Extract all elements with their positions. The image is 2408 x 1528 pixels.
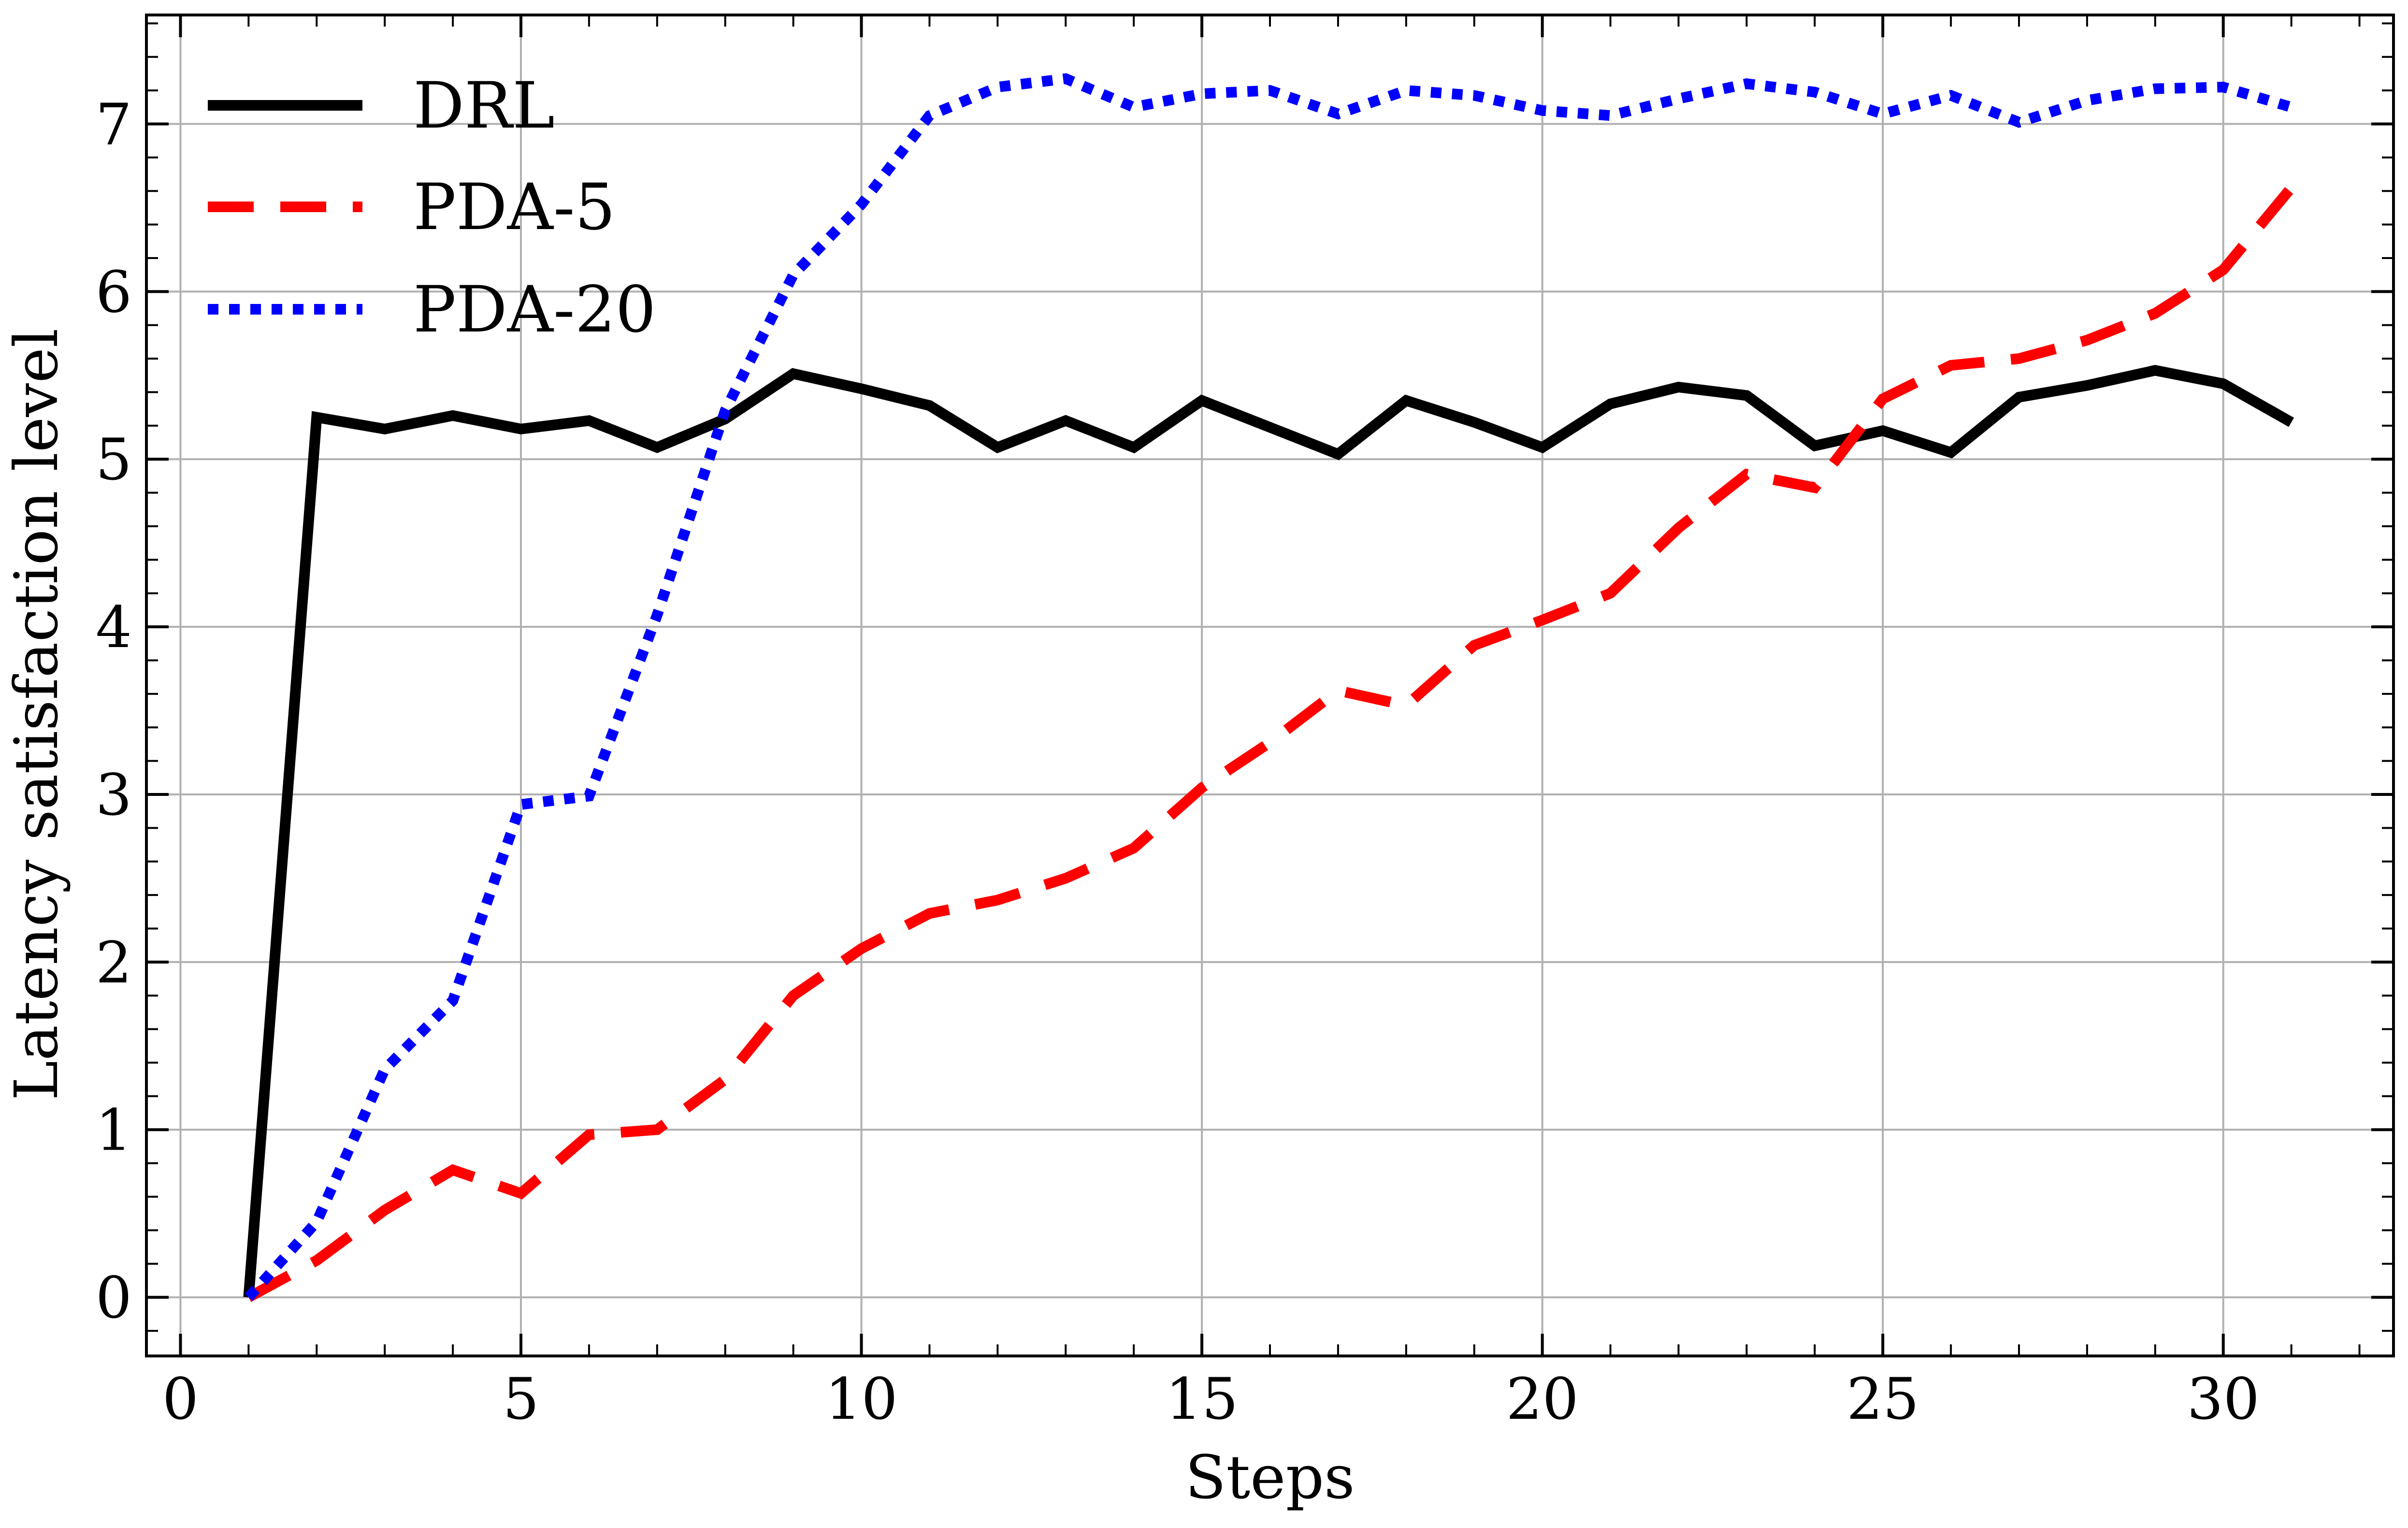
- y-tick-label: 2: [96, 929, 132, 996]
- series-line-pda-20: [245, 73, 2293, 1301]
- major-tick-layer: [146, 15, 2394, 1356]
- legend: DRL PDA-5 PDA-20: [208, 69, 656, 347]
- x-tick-label: 0: [162, 1366, 199, 1432]
- tick-label-layer: 0 5 10 15 20 25 30 0 1 2 3 4 5 6 7: [96, 91, 2260, 1432]
- x-axis-title: Steps: [1185, 1443, 1355, 1513]
- legend-label-drl: DRL: [413, 69, 555, 143]
- minor-tick-layer: [146, 15, 2394, 1356]
- x-tick-label: 10: [825, 1366, 897, 1432]
- y-tick-label: 0: [96, 1265, 132, 1331]
- y-tick-label: 6: [96, 259, 132, 325]
- y-tick-label: 7: [96, 91, 132, 158]
- legend-label-pda-20: PDA-20: [413, 273, 656, 347]
- series-line-pda-5: [246, 184, 2296, 1302]
- y-tick-label: 5: [96, 426, 132, 493]
- x-tick-label: 15: [1166, 1366, 1238, 1432]
- y-tick-label: 1: [96, 1097, 132, 1164]
- y-tick-label: 3: [96, 762, 132, 828]
- y-axis-title: Latency satisfaction level: [2, 329, 72, 1101]
- plot-frame: [145, 14, 2395, 1357]
- y-tick-label: 4: [96, 594, 132, 661]
- x-tick-label: 25: [1846, 1366, 1919, 1432]
- series-layer: [243, 73, 2296, 1302]
- x-tick-label: 20: [1506, 1366, 1579, 1432]
- legend-label-pda-5: PDA-5: [413, 170, 616, 245]
- x-tick-label: 5: [503, 1366, 539, 1432]
- x-tick-label: 30: [2187, 1366, 2260, 1432]
- grid-layer: [146, 15, 2394, 1356]
- series-line-drl: [243, 365, 2294, 1298]
